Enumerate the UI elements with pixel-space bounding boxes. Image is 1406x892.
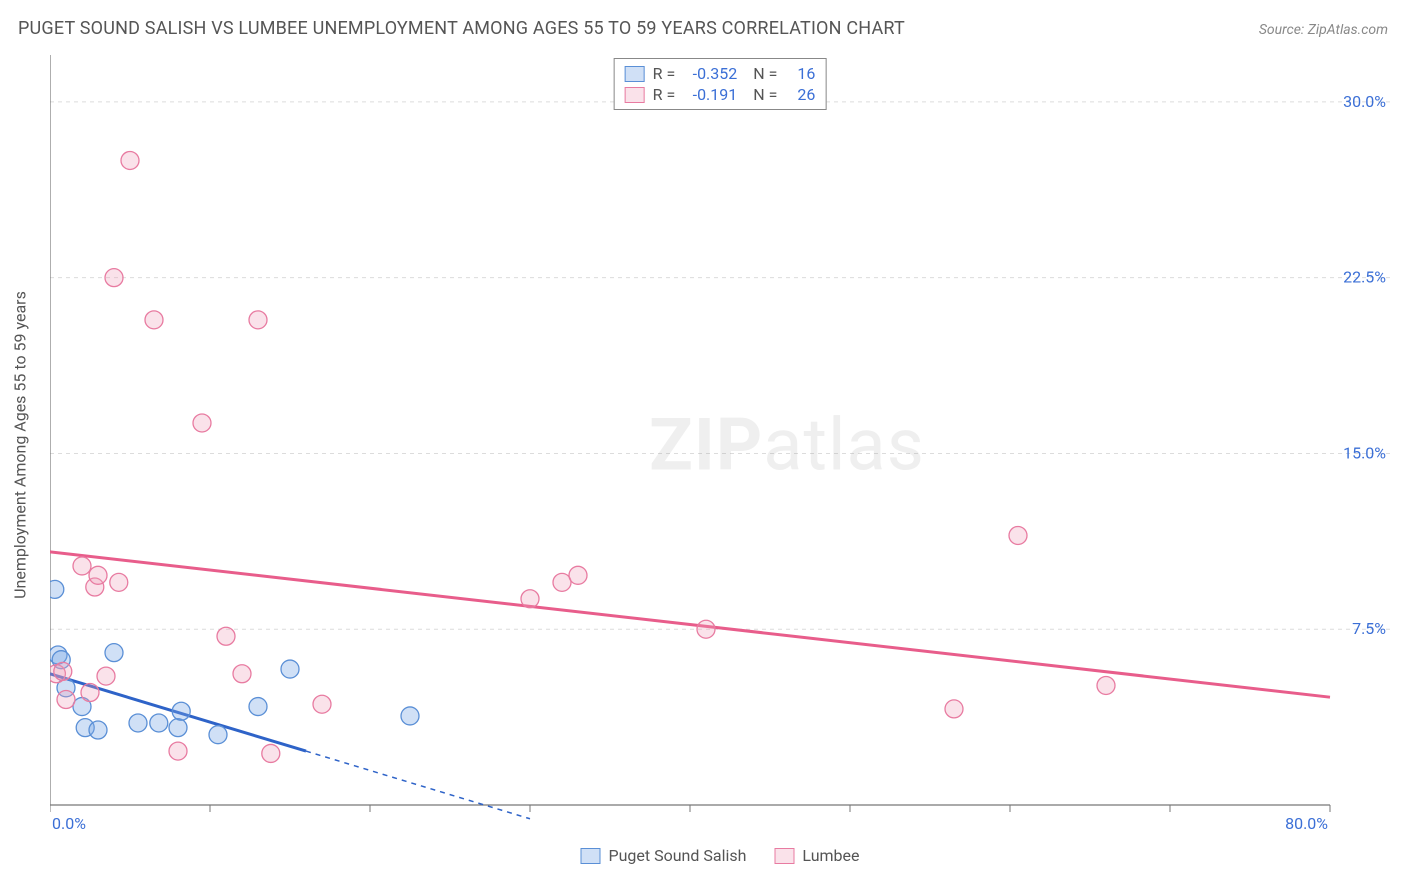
r-value: -0.352 xyxy=(683,64,737,83)
correlation-row: R = -0.191 N = 26 xyxy=(625,84,816,105)
legend-swatch xyxy=(774,848,794,864)
n-label: N = xyxy=(745,64,777,83)
r-label: R = xyxy=(653,64,676,83)
n-value: 16 xyxy=(785,64,815,83)
n-value: 26 xyxy=(785,85,815,104)
svg-text:7.5%: 7.5% xyxy=(1352,619,1386,638)
legend-label: Puget Sound Salish xyxy=(609,846,747,865)
svg-text:30.0%: 30.0% xyxy=(1343,92,1386,111)
chart-title: PUGET SOUND SALISH VS LUMBEE UNEMPLOYMEN… xyxy=(18,18,905,39)
correlation-row: R = -0.352 N = 16 xyxy=(625,63,816,84)
r-value: -0.191 xyxy=(683,85,737,104)
svg-text:22.5%: 22.5% xyxy=(1343,268,1386,287)
correlation-legend: R = -0.352 N = 16 R = -0.191 N = 26 xyxy=(614,58,827,110)
y-axis-label: Unemployment Among Ages 55 to 59 years xyxy=(11,291,30,599)
svg-text:15.0%: 15.0% xyxy=(1343,443,1386,462)
legend-label: Lumbee xyxy=(802,846,859,865)
legend-swatch xyxy=(625,66,645,82)
legend-swatch xyxy=(581,848,601,864)
header-row: PUGET SOUND SALISH VS LUMBEE UNEMPLOYMEN… xyxy=(18,18,1388,39)
scatter-chart: 7.5% 15.0% 22.5% 30.0% 0.0% 80.0% xyxy=(50,55,1390,835)
legend-swatch xyxy=(625,87,645,103)
n-label: N = xyxy=(745,85,777,104)
r-label: R = xyxy=(653,85,676,104)
source-label: Source: ZipAtlas.com xyxy=(1259,22,1388,38)
svg-text:0.0%: 0.0% xyxy=(52,814,86,833)
svg-text:80.0%: 80.0% xyxy=(1285,814,1328,833)
plot-container: Unemployment Among Ages 55 to 59 years 7… xyxy=(50,55,1390,835)
legend-item: Lumbee xyxy=(774,846,859,865)
series-legend: Puget Sound Salish Lumbee xyxy=(581,846,860,865)
legend-item: Puget Sound Salish xyxy=(581,846,747,865)
